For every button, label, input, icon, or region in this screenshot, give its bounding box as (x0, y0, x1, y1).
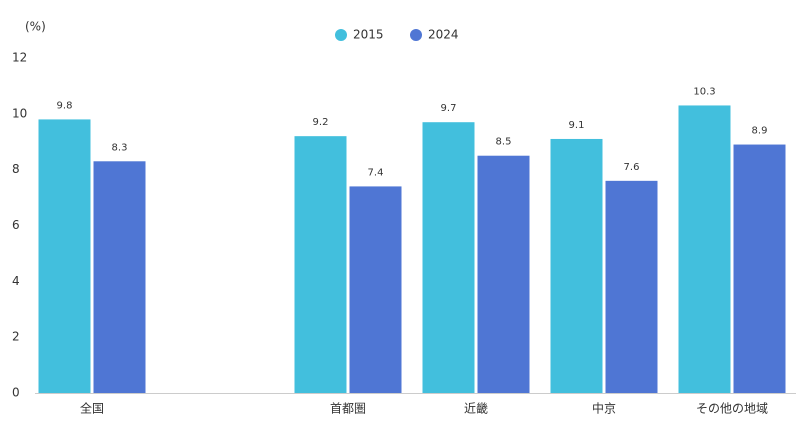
value-label: 8.5 (496, 137, 512, 148)
bar (678, 105, 731, 393)
value-label: 9.2 (313, 117, 329, 128)
x-tick-label: その他の地域 (696, 402, 768, 416)
bar (294, 136, 347, 393)
value-label: 8.3 (112, 142, 128, 153)
bar (550, 138, 603, 393)
y-tick-label: 0 (12, 386, 20, 400)
legend-marker (410, 29, 422, 41)
y-tick-label: 4 (12, 274, 20, 288)
value-label: 9.1 (569, 120, 585, 131)
y-tick-label: 12 (12, 51, 27, 65)
x-tick-label: 近畿 (464, 402, 488, 416)
bar (38, 119, 91, 394)
value-label: 8.9 (752, 126, 768, 137)
value-label: 9.8 (57, 100, 73, 111)
x-tick-label: 首都圏 (330, 402, 366, 416)
y-axis-label: (%) (25, 20, 46, 34)
bar (605, 180, 658, 393)
y-tick-label: 8 (12, 162, 20, 176)
y-tick-label: 6 (12, 218, 20, 232)
bar (477, 155, 530, 393)
bar (733, 144, 786, 393)
value-label: 9.7 (441, 103, 457, 114)
bar (93, 161, 146, 393)
x-tick-label: 中京 (592, 401, 616, 416)
legend-label: 2015 (353, 28, 384, 42)
y-tick-label: 10 (12, 106, 27, 120)
bar (349, 186, 402, 393)
x-tick-label: 全国 (80, 401, 104, 416)
legend-marker (335, 29, 347, 41)
y-tick-label: 2 (12, 330, 20, 344)
value-label: 7.4 (368, 167, 384, 178)
value-label: 7.6 (624, 162, 640, 173)
bar (422, 122, 475, 393)
legend-label: 2024 (428, 28, 459, 42)
value-label: 10.3 (693, 86, 715, 97)
